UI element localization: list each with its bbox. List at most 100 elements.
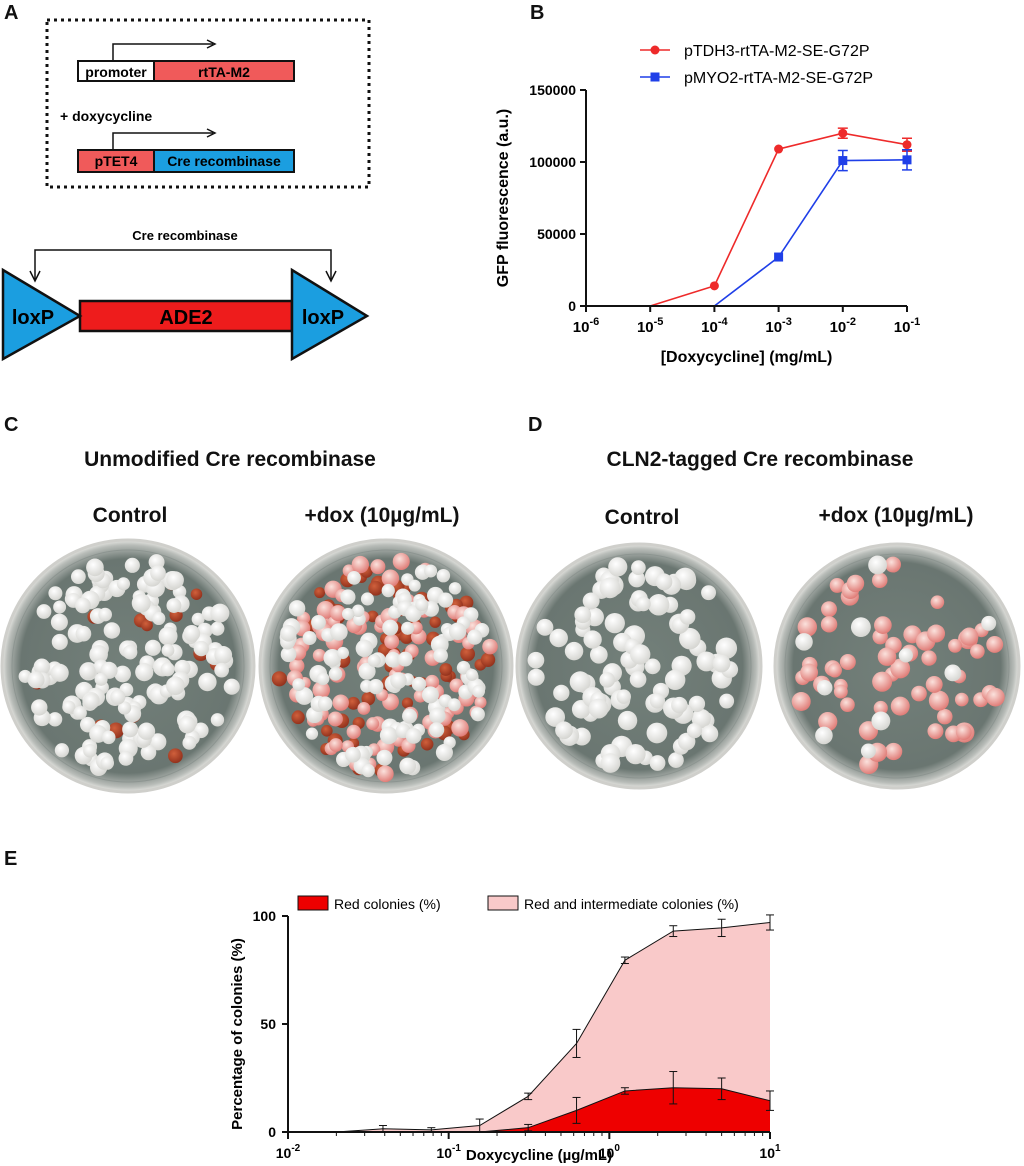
colony-intermediate (392, 552, 410, 570)
ptet-arrow (112, 132, 213, 152)
x-axis-label: Doxycycline (µg/mL) (466, 1147, 612, 1164)
colony-white (376, 749, 393, 766)
colony-white (456, 661, 471, 675)
colony-intermediate (884, 742, 903, 761)
colony-white (668, 752, 684, 768)
panel-d-control-label: Control (604, 506, 680, 529)
legend-swatch (297, 895, 329, 911)
colony-intermediate (986, 636, 1004, 653)
colony-intermediate (871, 572, 888, 589)
colony-white (166, 571, 184, 589)
colony-white (361, 763, 375, 778)
panel-label-e: E (4, 848, 18, 870)
colony-intermediate (928, 690, 949, 711)
colony-white (430, 635, 449, 654)
colony-white (358, 662, 376, 680)
colony-red (429, 616, 441, 628)
data-point (774, 252, 784, 262)
y-tick-label: 100 (253, 908, 277, 924)
colony-white (679, 627, 701, 650)
colony-white (110, 689, 126, 705)
panel-c-title: Unmodified Cre recombinase (84, 448, 376, 471)
colony-white (345, 746, 361, 763)
colony-white (116, 577, 131, 591)
promoter-arrow (112, 43, 213, 64)
colony-white (340, 589, 356, 605)
colony-white (347, 570, 361, 585)
colony-red (271, 671, 287, 687)
colony-red (420, 737, 434, 751)
colony-white (70, 569, 86, 585)
colony-intermediate (873, 700, 888, 716)
colony-intermediate (890, 658, 911, 679)
colony-white (280, 646, 297, 663)
colony-white (569, 671, 591, 693)
colony-white (311, 614, 326, 630)
x-tick-label: 10-3 (765, 316, 791, 336)
colony-white (631, 560, 646, 575)
colony-white (131, 593, 151, 613)
colony-white (664, 669, 686, 691)
colony-white (429, 722, 445, 738)
colony-white (100, 756, 115, 770)
colony-white (161, 643, 175, 657)
area-fill (288, 1087, 770, 1132)
colony-red (291, 710, 305, 725)
colony-intermediate (818, 712, 838, 732)
colony-white (47, 712, 63, 727)
y-tick-label: 0 (268, 1124, 276, 1140)
panel-c-dox-label: +dox (10µg/mL) (304, 504, 460, 527)
colony-red (168, 748, 183, 764)
colony-white (330, 623, 348, 641)
promoter-label: promoter (85, 64, 147, 80)
colony-white (719, 693, 735, 709)
colony-white (421, 686, 439, 704)
colony-white (390, 672, 407, 689)
colony-white (898, 648, 913, 663)
colony-white (435, 743, 453, 762)
colony-intermediate (791, 691, 811, 711)
colony-white (599, 672, 616, 688)
colony-white (83, 693, 99, 709)
legend-label: Red colonies (%) (334, 896, 441, 912)
x-tick-label: 10-1 (436, 1143, 461, 1161)
colony-white (686, 722, 703, 739)
colony-white (437, 592, 454, 608)
cre-label: Cre recombinase (167, 153, 281, 169)
series-line (649, 132, 908, 307)
colony-intermediate (377, 765, 394, 783)
rtta-label: rtTA-M2 (198, 64, 250, 80)
left-arrow-head (29, 270, 41, 283)
colony-white (467, 629, 483, 645)
colony-intermediate (872, 671, 893, 692)
colony-intermediate (927, 624, 946, 643)
colony-white (608, 557, 628, 577)
colony-intermediate (316, 600, 335, 619)
colony-white (470, 707, 485, 722)
plates-photos (0, 538, 1021, 794)
x-tick-label: 10-4 (701, 316, 728, 336)
colony-white (688, 695, 706, 713)
colony-intermediate (820, 616, 838, 633)
colony-white (588, 698, 609, 719)
colony-white (75, 597, 91, 614)
y-tick-label: 50 (260, 1016, 276, 1032)
colony-white (223, 678, 240, 695)
colony-white (404, 605, 422, 623)
colony-white (701, 725, 719, 743)
colony-intermediate (312, 648, 326, 662)
colony-white (117, 701, 132, 715)
colony-white (103, 622, 121, 639)
plate-d-control (515, 542, 763, 790)
loxp-left-label: loxP (12, 307, 54, 329)
colony-intermediate (877, 647, 897, 666)
colony-white (292, 678, 305, 691)
panel-d-title: CLN2-tagged Cre recombinase (606, 448, 914, 471)
colony-white (629, 671, 647, 688)
colony-red (190, 588, 203, 600)
colony-red (459, 595, 474, 610)
colony-white (101, 730, 116, 745)
colony-white (144, 639, 162, 656)
colony-white (981, 615, 997, 631)
colony-red (347, 696, 360, 710)
